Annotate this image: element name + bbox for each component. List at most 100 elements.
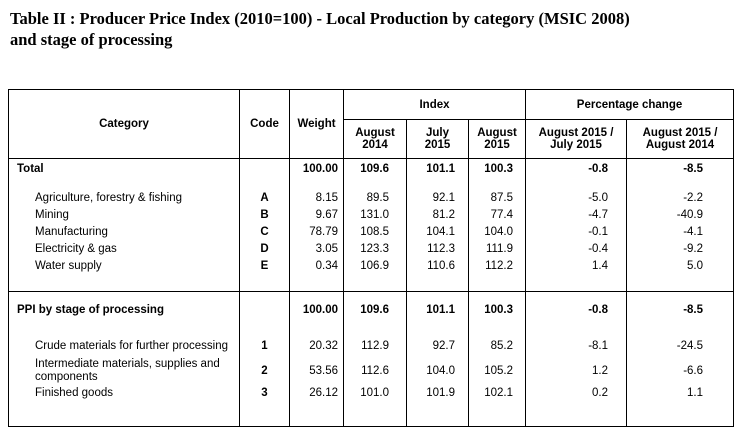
row-jul2015: 92.7: [406, 335, 469, 357]
row-aug2015: 85.2: [468, 335, 527, 357]
row-jul2015: 101.1: [406, 158, 469, 179]
col-header-pct-year: August 2015 /August 2014: [626, 119, 734, 159]
row-mom: -0.4: [525, 240, 628, 258]
row-yoy: -40.9: [676, 209, 704, 221]
row-aug2015: 111.9: [468, 240, 527, 258]
table-row: Finished goods 3 26.12 101.0 101.9 102.1…: [8, 384, 734, 402]
row-code: 2: [239, 356, 290, 385]
ppi-stage-row: PPI by stage of processing 100.00 109.6 …: [8, 291, 734, 328]
row-label: Electricity & gas: [8, 240, 240, 258]
row-mom: -5.0: [525, 189, 628, 207]
row-mom: 0.2: [525, 384, 628, 402]
col-header-july-2015: July 2015: [406, 119, 469, 159]
row-yoy: -2.2: [683, 192, 704, 204]
col-header-pct-change: Percentage change: [525, 89, 734, 120]
row-yoy: -6.6: [683, 364, 704, 377]
row-mom: -4.7: [525, 206, 628, 224]
row-code: [239, 158, 290, 179]
col-header-pct-month: August 2015 /July 2015: [525, 119, 628, 159]
row-aug2015: 105.2: [468, 356, 527, 385]
table-title: Table II : Producer Price Index (2010=10…: [10, 8, 740, 50]
col-header-weight: Weight: [289, 89, 344, 159]
row-mom: 1.4: [525, 257, 628, 275]
row-aug2014: 112.6: [343, 356, 407, 385]
table-row: Water supply E 0.34 106.9 110.6 112.2 1.…: [8, 257, 734, 275]
row-aug2014: 89.5: [343, 189, 407, 207]
row-aug2014: 109.6: [343, 158, 407, 179]
row-label: Agriculture, forestry & fishing: [8, 189, 240, 207]
table-title-line-2: and stage of processing: [10, 30, 173, 49]
row-aug2015: 104.0: [468, 223, 527, 241]
ppi-table: Category Code Weight Index Percentage ch…: [8, 89, 735, 427]
row-weight: 9.67: [289, 206, 344, 224]
row-aug2014: 131.0: [343, 206, 407, 224]
row-aug2014: 123.3: [343, 240, 407, 258]
col-header-august-2015: August 2015: [468, 119, 527, 159]
row-yoy: -8.5: [683, 303, 704, 316]
row-label: Intermediate materials, supplies and com…: [8, 356, 240, 385]
row-aug2014: 101.0: [343, 384, 407, 402]
row-aug2015: 87.5: [468, 189, 527, 207]
row-label: Total: [8, 158, 240, 179]
row-label: Finished goods: [8, 384, 240, 402]
row-aug2015: 100.3: [468, 291, 527, 328]
row-jul2015: 104.0: [406, 356, 469, 385]
row-jul2015: 81.2: [406, 206, 469, 224]
table-row: Crude materials for further processing 1…: [8, 335, 734, 357]
row-weight: 100.00: [289, 291, 344, 328]
row-label: PPI by stage of processing: [8, 291, 240, 328]
row-code: A: [239, 189, 290, 207]
row-label: Crude materials for further processing: [8, 335, 240, 357]
row-mom: -0.1: [525, 223, 628, 241]
row-code: B: [239, 206, 290, 224]
row-yoy: -8.5: [683, 162, 704, 175]
row-jul2015: 101.9: [406, 384, 469, 402]
row-code: C: [239, 223, 290, 241]
col-header-category: Category: [8, 89, 240, 159]
row-mom: -0.8: [525, 291, 628, 328]
table-row: Agriculture, forestry & fishing A 8.15 8…: [8, 189, 734, 207]
col-header-code: Code: [239, 89, 290, 159]
row-label: Water supply: [8, 257, 240, 275]
row-aug2015: 100.3: [468, 158, 527, 179]
row-jul2015: 92.1: [406, 189, 469, 207]
row-label: Mining: [8, 206, 240, 224]
row-yoy: -4.1: [683, 226, 704, 238]
row-yoy: 5.0: [687, 260, 704, 272]
row-aug2014: 108.5: [343, 223, 407, 241]
row-weight: 0.34: [289, 257, 344, 275]
row-jul2015: 104.1: [406, 223, 469, 241]
row-aug2014: 109.6: [343, 291, 407, 328]
row-weight: 53.56: [289, 356, 344, 385]
row-jul2015: 101.1: [406, 291, 469, 328]
row-mom: -0.8: [525, 158, 628, 179]
col-header-august-2014: August 2014: [343, 119, 407, 159]
row-aug2015: 77.4: [468, 206, 527, 224]
row-code: 1: [239, 335, 290, 357]
table-title-line-1: Table II : Producer Price Index (2010=10…: [10, 9, 630, 28]
row-aug2015: 112.2: [468, 257, 527, 275]
row-mom: 1.2: [525, 356, 628, 385]
table-row: Mining B 9.67 131.0 81.2 77.4 -4.7 -40.9: [8, 206, 734, 224]
row-weight: 20.32: [289, 335, 344, 357]
row-yoy: -9.2: [683, 243, 704, 255]
row-yoy: 1.1: [687, 387, 704, 399]
row-code: 3: [239, 384, 290, 402]
row-code: E: [239, 257, 290, 275]
row-aug2015: 102.1: [468, 384, 527, 402]
table-row: Intermediate materials, supplies and com…: [8, 356, 734, 385]
row-weight: 3.05: [289, 240, 344, 258]
total-row: Total 100.00 109.6 101.1 100.3 -0.8 -8.5: [8, 158, 734, 179]
row-weight: 8.15: [289, 189, 344, 207]
row-code: [239, 291, 290, 328]
row-yoy: -24.5: [676, 340, 704, 352]
table-row: Manufacturing C 78.79 108.5 104.1 104.0 …: [8, 223, 734, 241]
row-jul2015: 110.6: [406, 257, 469, 275]
row-weight: 26.12: [289, 384, 344, 402]
col-header-index: Index: [343, 89, 527, 120]
row-mom: -8.1: [525, 335, 628, 357]
row-weight: 78.79: [289, 223, 344, 241]
row-weight: 100.00: [289, 158, 344, 179]
row-aug2014: 106.9: [343, 257, 407, 275]
row-jul2015: 112.3: [406, 240, 469, 258]
